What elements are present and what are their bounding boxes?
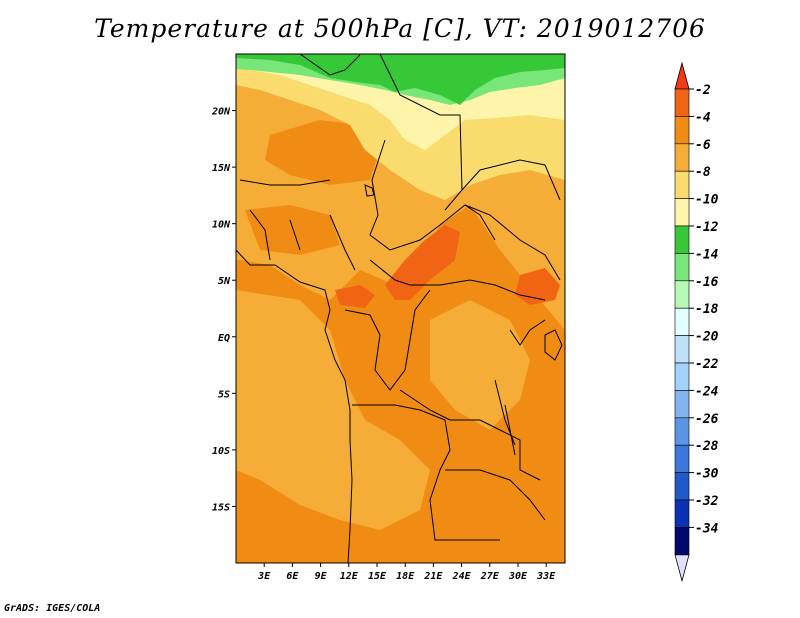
lon-tick-label: 18E	[396, 571, 415, 582]
lat-tick-label: EQ	[218, 333, 230, 344]
lon-tick-label: 30E	[508, 571, 528, 582]
field-band-minus8-east	[430, 300, 530, 430]
colorbar-segment	[674, 527, 690, 556]
colorbar-label: -14	[695, 247, 719, 262]
field-band-minus4-west	[335, 285, 375, 308]
colorbar-segment	[674, 253, 690, 282]
field-band-minus6-west	[245, 205, 340, 255]
colorbar-label: -26	[695, 412, 719, 427]
lon-tick-label: 33E	[536, 571, 556, 582]
colorbar-label: -24	[695, 384, 719, 399]
colorbar-label: -2	[695, 83, 711, 98]
border-drc	[399, 389, 541, 481]
border-north	[299, 54, 463, 211]
colorbar-segment	[674, 198, 690, 227]
country-borders	[236, 54, 563, 563]
lon-tick-label: 15E	[368, 571, 387, 582]
lake-tanganyika	[504, 404, 516, 456]
lat-tick-label: 15N	[212, 163, 231, 174]
lon-tick-label: 21E	[423, 571, 443, 582]
lon-tick-label: 9E	[315, 571, 328, 582]
colorbar-segment	[674, 88, 690, 117]
colorbar-label: -28	[695, 439, 719, 454]
colorbar-label: -22	[695, 357, 719, 372]
border-chad	[369, 139, 496, 251]
colorbar-label: -4	[695, 110, 711, 125]
colorbar-segment	[674, 417, 690, 446]
lat-tick-label: 10N	[212, 220, 231, 231]
lake-victoria	[544, 329, 563, 361]
lat-tick-label: 10S	[212, 446, 230, 457]
colorbar-label: -18	[695, 302, 719, 317]
colorbar-segment	[674, 335, 690, 364]
colorbar-label: -20	[695, 330, 719, 345]
lon-tick-label: 6E	[286, 571, 299, 582]
lon-tick-label: 3E	[257, 571, 271, 582]
colorbar-segment	[674, 444, 690, 473]
temperature-field	[236, 54, 565, 563]
colorbar-segment	[674, 307, 690, 336]
colorbar-label: -16	[695, 275, 719, 290]
border-west-africa	[239, 179, 356, 271]
field-band-minus6-north	[265, 120, 380, 185]
colorbar-segment	[674, 143, 690, 172]
field-band-minus4-central	[385, 225, 460, 300]
longitude-axis: 3E 6E 9E 12E 15E 18E 21E 24E 27E 30E 33E	[257, 563, 556, 582]
colorbar-segment	[674, 116, 690, 145]
lat-tick-label: 15S	[212, 502, 230, 513]
colorbar-segment	[674, 170, 690, 199]
lon-tick-label: 27E	[480, 571, 500, 582]
lake-chad	[364, 184, 375, 197]
border-zambia	[445, 469, 546, 521]
colorbar-label: -30	[695, 467, 719, 482]
colorbar-segment	[674, 472, 690, 501]
colorbar: -2 -4 -6 -8 -10 -12 -14 -16 -18 -20 -22 -24 -26 -28 -3…	[674, 61, 719, 583]
map-title: Temperature at 500hPa [C], VT: 201901270…	[94, 14, 706, 43]
colorbar-segment	[674, 390, 690, 419]
border-congo	[344, 289, 431, 391]
lon-tick-label: 24E	[452, 571, 472, 582]
colorbar-label: -6	[695, 138, 711, 153]
border-angola	[352, 404, 500, 541]
colorbar-label: -10	[695, 193, 719, 208]
colorbar-segment	[674, 225, 690, 254]
colorbar-label: -34	[695, 521, 719, 536]
border-car	[369, 259, 546, 301]
border-sudan	[461, 159, 561, 281]
colorbar-top-arrow	[674, 61, 690, 90]
lat-tick-label: 20N	[211, 107, 231, 118]
lat-tick-label: 5N	[218, 276, 231, 287]
colorbar-label: -8	[695, 165, 711, 180]
latitude-axis: 20N 15N 10N 5N EQ 5S 10S 15S	[211, 107, 236, 513]
grads-credit: GrADS: IGES/COLA	[4, 603, 101, 614]
lon-tick-label: 12E	[340, 571, 359, 582]
colorbar-bottom-arrow	[674, 554, 690, 583]
colorbar-segment	[674, 499, 690, 528]
colorbar-segment	[674, 362, 690, 391]
coastline-west	[236, 249, 353, 563]
colorbar-segment	[674, 280, 690, 309]
colorbar-label: -32	[695, 494, 719, 509]
colorbar-label: -12	[695, 220, 719, 235]
lat-tick-label: 5S	[218, 389, 230, 400]
field-band-minus8-south	[236, 290, 430, 530]
plot-frame	[235, 53, 566, 564]
